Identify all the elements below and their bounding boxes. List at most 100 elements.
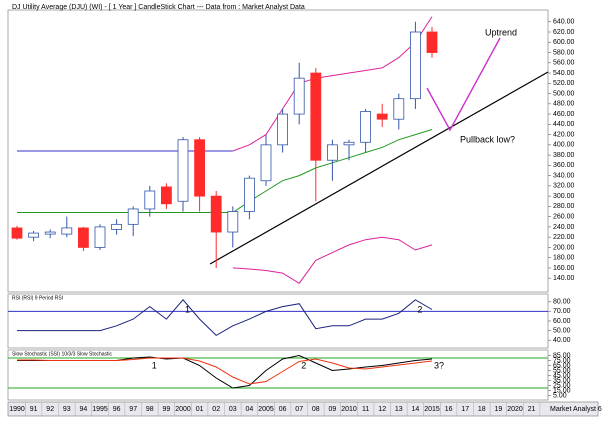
x-tick-label: 16: [445, 406, 453, 413]
uptrend-label: Uptrend: [485, 27, 517, 37]
x-tick-label: 07: [295, 406, 303, 413]
candle-body: [11, 227, 23, 239]
y-tick-label: 400.00: [553, 142, 575, 149]
y-tick-label: 520.00: [553, 80, 575, 87]
y-tick-label: 300.00: [553, 193, 575, 200]
x-tick-label: 12: [378, 406, 386, 413]
y-tick-label: 45.00: [553, 372, 571, 379]
candle-body: [44, 231, 56, 235]
y-tick-label: 240.00: [553, 224, 575, 231]
y-tick-label: 440.00: [553, 121, 575, 128]
y-tick-label: 280.00: [553, 203, 575, 210]
x-tick-label: 98: [146, 406, 154, 413]
x-tick-label: 11: [362, 406, 369, 413]
x-tick-label: 14: [412, 406, 420, 413]
y-tick-label: 60.00: [553, 318, 571, 325]
x-tick-label: 03: [229, 406, 237, 413]
x-tick-label: 21: [528, 406, 536, 413]
candle-body: [310, 72, 322, 161]
x-tick-label: 09: [329, 406, 337, 413]
pullback-label: Pullback low?: [460, 134, 515, 144]
annotation: 1: [152, 360, 157, 370]
y-tick-label: 420.00: [553, 131, 575, 138]
candle-body: [426, 31, 438, 53]
candle-body: [260, 144, 272, 182]
x-tick-label: 91: [30, 406, 38, 413]
x-tick-label: 1990: [9, 406, 25, 413]
y-tick-label: 600.00: [553, 39, 575, 46]
x-tick-label: 92: [46, 406, 54, 413]
annotation: 2: [301, 360, 306, 370]
y-tick-label: 40.00: [553, 337, 571, 344]
candle-body: [243, 177, 255, 212]
y-tick-label: 640.00: [553, 19, 575, 26]
candle-body: [326, 144, 338, 161]
annotation: 3?: [434, 360, 444, 370]
y-tick-label: 50.00: [553, 327, 571, 334]
y-tick-label: 75.00: [553, 357, 571, 364]
y-tick-label: 340.00: [553, 172, 575, 179]
y-tick-label: 55.00: [553, 367, 571, 374]
y-tick-label: 500.00: [553, 90, 575, 97]
x-tick-label: 2010: [341, 406, 357, 413]
x-tick-label: 06: [279, 406, 287, 413]
panel-title: RSI (RSI) 9 Period RSI: [12, 295, 63, 301]
y-tick-label: 65.00: [553, 362, 571, 369]
y-tick-label: 620.00: [553, 29, 575, 36]
candle-body: [393, 98, 405, 120]
y-tick-label: 5.00: [553, 392, 567, 399]
x-tick-label: 08: [312, 406, 320, 413]
x-tick-label: 97: [129, 406, 137, 413]
y-tick-label: 85.00: [553, 352, 571, 359]
y-tick-label: 140.00: [553, 275, 575, 282]
x-tick-label: 2000: [175, 406, 191, 413]
candle-body: [61, 227, 73, 235]
y-tick-label: 460.00: [553, 111, 575, 118]
x-tick-label: 2005: [258, 406, 274, 413]
candle-body: [177, 139, 189, 202]
x-tick-label: 99: [163, 406, 171, 413]
candle-body: [360, 111, 372, 143]
projection-path: [426, 37, 501, 132]
y-tick-label: 540.00: [553, 70, 575, 77]
y-tick-label: 80.00: [553, 299, 571, 306]
candle-body: [376, 113, 388, 120]
y-tick-label: 15.00: [553, 387, 571, 394]
panel-title: Slow Stochastic (SSI) 10/3/3 Slow Stocha…: [12, 351, 113, 357]
candle-body: [293, 77, 305, 115]
annotation: 1: [185, 304, 190, 314]
candle-body: [343, 141, 355, 146]
y-tick-label: 560.00: [553, 60, 575, 67]
trendline: [209, 71, 549, 265]
indicator-line: [232, 236, 433, 284]
candle-body: [210, 195, 222, 233]
x-tick-label: 1995: [92, 406, 108, 413]
x-tick-label: 19: [495, 406, 503, 413]
y-tick-label: 35.00: [553, 377, 571, 384]
y-tick-label: 320.00: [553, 183, 575, 190]
x-tick-label: 2015: [424, 406, 440, 413]
candle-body: [227, 211, 239, 233]
y-tick-label: 25.00: [553, 382, 571, 389]
y-tick-label: 160.00: [553, 265, 575, 272]
candle-body: [144, 190, 156, 210]
x-tick-label: 2020: [507, 406, 523, 413]
y-tick-label: 380.00: [553, 152, 575, 159]
candle-body: [28, 232, 40, 238]
x-tick-label: 01: [196, 406, 204, 413]
annotation: 2: [417, 304, 422, 314]
x-tick-label: 96: [113, 406, 121, 413]
y-tick-label: 220.00: [553, 234, 575, 241]
y-tick-label: 200.00: [553, 244, 575, 251]
indicator-line: [17, 357, 433, 385]
x-axis-strip: [7, 401, 599, 417]
candle-body: [78, 227, 89, 248]
x-tick-label: 04: [246, 406, 254, 413]
candle-body: [127, 208, 139, 225]
y-tick-label: 480.00: [553, 101, 575, 108]
candle-body: [160, 186, 172, 205]
footer: Market Analyst 6: [550, 406, 602, 413]
y-tick-label: 360.00: [553, 162, 575, 169]
candle-body: [277, 113, 289, 146]
